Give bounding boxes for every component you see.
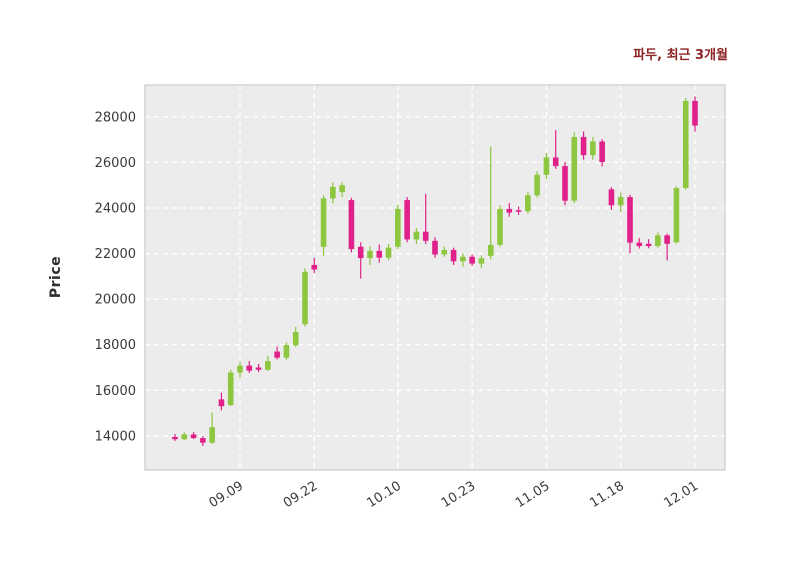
svg-text:26000: 26000 bbox=[95, 156, 136, 171]
svg-text:10.10: 10.10 bbox=[364, 479, 404, 511]
svg-text:18000: 18000 bbox=[95, 338, 136, 353]
svg-text:11.18: 11.18 bbox=[587, 479, 627, 511]
svg-text:10.23: 10.23 bbox=[439, 479, 479, 511]
chart-title: 파두, 최근 3개월 bbox=[633, 48, 728, 63]
svg-text:28000: 28000 bbox=[95, 110, 136, 125]
svg-text:12.01: 12.01 bbox=[662, 479, 702, 511]
svg-text:09.22: 09.22 bbox=[281, 479, 321, 511]
svg-text:11.05: 11.05 bbox=[513, 479, 553, 511]
svg-text:14000: 14000 bbox=[95, 429, 136, 444]
svg-text:16000: 16000 bbox=[95, 384, 136, 399]
svg-text:22000: 22000 bbox=[95, 247, 136, 262]
svg-text:20000: 20000 bbox=[95, 293, 136, 308]
svg-text:09.09: 09.09 bbox=[207, 479, 247, 511]
svg-text:24000: 24000 bbox=[95, 202, 136, 217]
